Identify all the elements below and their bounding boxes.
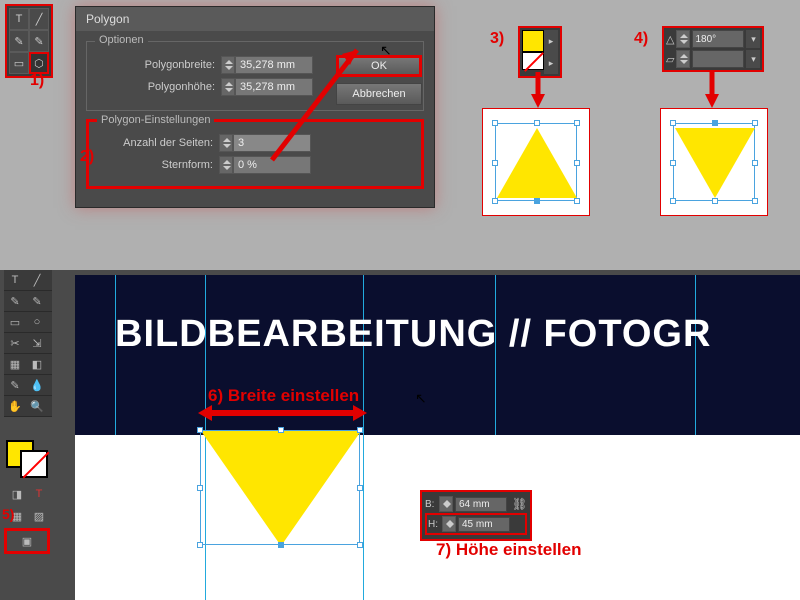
tool-palette-top: T ╱ ✎ ✎ ▭ ⬡ [5, 4, 53, 78]
line-tool-icon[interactable]: ╱ [29, 8, 49, 30]
settings-label: Polygon-Einstellungen [97, 114, 214, 126]
polygon-width-input[interactable]: 35,278 mm [235, 56, 313, 74]
pen-tool-icon[interactable]: ✎ [9, 30, 29, 52]
arrow-3-down [528, 72, 548, 110]
line-tool2-icon[interactable]: ╱ [26, 270, 48, 290]
text-tool-icon[interactable]: T [9, 8, 29, 30]
dialog-title: Polygon [76, 7, 434, 31]
height-spinner[interactable] [221, 78, 235, 96]
dim-width-label: B: [425, 499, 437, 510]
width-arrow [210, 410, 355, 416]
ok-button[interactable]: OK [336, 55, 422, 77]
rect-tool-icon[interactable]: ▭ [9, 52, 29, 74]
pencil2-icon[interactable]: ✎ [26, 291, 48, 311]
eyedrop-icon[interactable]: 💧 [26, 375, 48, 395]
polygon-dialog: Polygon Optionen Polygonbreite: 35,278 m… [75, 6, 435, 208]
rotate-dropdown-icon[interactable]: ▾ [746, 30, 760, 48]
swatch-arrow-icon[interactable]: ▸ [544, 30, 558, 52]
ellipse2-icon[interactable]: ○ [26, 312, 48, 332]
fill-color-panel[interactable]: ▸ ▸ [518, 26, 562, 78]
triangle-preview-down [660, 108, 768, 216]
swatch-arrow2-icon[interactable]: ▸ [544, 52, 558, 74]
annotation-2: 2) [80, 148, 94, 166]
triangle-preview-up [482, 108, 590, 216]
canvas-dark-area: BILDBEARBEITUNG // FOTOGR [75, 275, 800, 435]
fill-stroke-indicator[interactable] [6, 440, 48, 476]
sides-input[interactable]: 3 [233, 134, 311, 152]
annotation-1: 1) [30, 72, 44, 90]
zoom-icon[interactable]: 🔍 [26, 396, 48, 416]
annotation-5: 5) [2, 506, 14, 522]
hand-icon[interactable]: ✋ [4, 396, 26, 416]
rotation-input[interactable]: 180° [692, 30, 744, 48]
polygon-width-label: Polygonbreite: [145, 59, 215, 71]
transform-icon[interactable]: ⇲ [26, 333, 48, 353]
dim-w-spinner[interactable] [439, 496, 453, 512]
rotate-spinner[interactable] [676, 30, 690, 48]
scissors-icon[interactable]: ✂ [4, 333, 26, 353]
annotation-3: 3) [490, 30, 504, 48]
pen2-icon[interactable]: ✎ [4, 291, 26, 311]
view-mode-button[interactable]: ▣ [4, 528, 50, 554]
star-input[interactable]: 0 % [233, 156, 311, 174]
shear-spinner[interactable] [676, 50, 690, 68]
step7-label: 7) Höhe einstellen [436, 540, 581, 560]
pencil-tool-icon[interactable]: ✎ [29, 30, 49, 52]
main-triangle[interactable] [200, 430, 360, 550]
tool-palette-bottom: T╱ ✎✎ ▭○ ✂⇲ ▦◧ ✎💧 ✋🔍 [4, 270, 52, 417]
text-tool2-icon[interactable]: T [4, 270, 26, 290]
step6-label: 6) Breite einstellen [208, 386, 359, 406]
width-spinner[interactable] [221, 56, 235, 74]
cursor-icon: ↖ [380, 42, 392, 59]
gradient-icon[interactable]: ▦ [4, 354, 26, 374]
dim-width-input[interactable]: 64 mm [455, 497, 507, 512]
polygon-tool-icon[interactable]: ⬡ [29, 52, 49, 74]
banner-text: BILDBEARBEITUNG // FOTOGR [115, 313, 711, 356]
swatch-tool-icon[interactable]: ◧ [26, 354, 48, 374]
color-mode-row[interactable]: ◨T [6, 484, 50, 504]
rect2-icon[interactable]: ▭ [4, 312, 26, 332]
angle-icon: △ [666, 33, 674, 46]
cursor2-icon: ↖ [415, 390, 427, 407]
polygon-height-input[interactable]: 35,278 mm [235, 78, 313, 96]
sides-label: Anzahl der Seiten: [123, 137, 213, 149]
dimension-panel: B: 64 mm ⛓ H: 45 mm [420, 490, 532, 541]
annotation-4: 4) [634, 30, 648, 48]
shear-icon: ▱ [666, 53, 674, 66]
rotation-panel[interactable]: △ 180° ▾ ▱ ▾ [662, 26, 764, 72]
cancel-button[interactable]: Abbrechen [336, 83, 422, 105]
arrow-4-down [702, 72, 722, 110]
sides-spinner[interactable] [219, 134, 233, 152]
shear-input[interactable] [692, 50, 744, 68]
star-spinner[interactable] [219, 156, 233, 174]
shear-dropdown-icon[interactable]: ▾ [746, 50, 760, 68]
note-icon[interactable]: ✎ [4, 375, 26, 395]
none-swatch-icon[interactable] [522, 52, 544, 70]
dim-height-input[interactable]: 45 mm [458, 517, 510, 532]
options-label: Optionen [95, 34, 148, 46]
dim-height-label: H: [428, 519, 440, 530]
polygon-height-label: Polygonhöhe: [148, 81, 215, 93]
fill-swatch-icon[interactable] [522, 30, 544, 52]
star-label: Sternform: [162, 159, 213, 171]
link-icon[interactable]: ⛓ [512, 497, 527, 511]
dim-h-spinner[interactable] [442, 516, 456, 532]
